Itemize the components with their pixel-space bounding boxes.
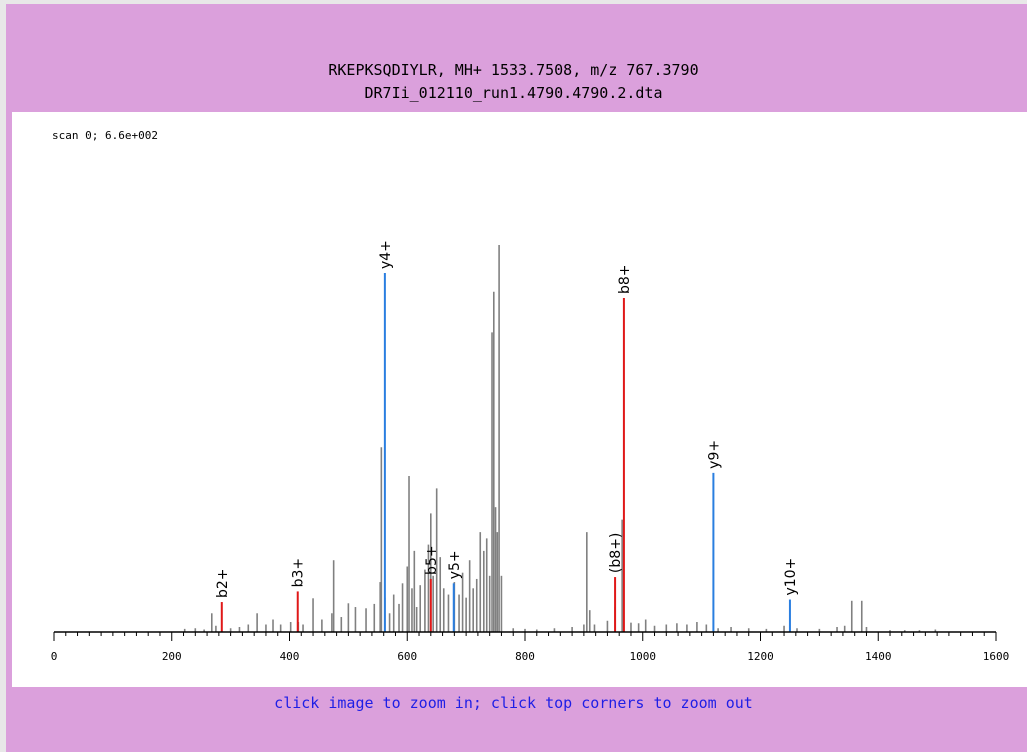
- x-tick-label: 200: [162, 650, 182, 663]
- peak-label: b3+: [291, 558, 307, 588]
- peak-label: b2+: [215, 569, 231, 599]
- x-tick-label: 0: [51, 650, 58, 663]
- x-tick-label: 1600: [983, 650, 1010, 663]
- peak-label: b8+: [617, 264, 633, 294]
- file-title: DR7Ii_012110_run1.4790.4790.2.dta: [364, 84, 663, 102]
- peak-label: y5+: [447, 550, 463, 579]
- x-tick-label: 1400: [865, 650, 892, 663]
- zoom-hint: click image to zoom in; click top corner…: [274, 694, 753, 712]
- peak-label: (b8+): [608, 533, 624, 573]
- x-tick-label: 800: [515, 650, 535, 663]
- x-tick-label: 400: [280, 650, 300, 663]
- peak-label: b5+: [424, 545, 440, 575]
- peak-label: y9+: [706, 440, 722, 469]
- x-tick-label: 1200: [747, 650, 774, 663]
- peak-label: y10+: [783, 558, 799, 596]
- peptide-title: RKEPKSQDIYLR, MH+ 1533.7508, m/z 767.379…: [328, 61, 699, 79]
- x-axis: 0 200 400 600 800 1000 1200 1400 1600: [51, 631, 1010, 663]
- x-tick-label: 1000: [630, 650, 657, 663]
- annotated-peaks-group: b2+ b3+ y4+ b5+ y5+ (b8+) b8+ y9+ y10+: [215, 240, 799, 632]
- background-peaks-group: [183, 244, 937, 632]
- spectrum-svg[interactable]: scan 0; 6.6e+002 b2+ b3+ y4+ b5+ y5+ (b8+) b8+…: [12, 112, 1027, 687]
- peak-label: y4+: [378, 240, 394, 269]
- spectrum-plot[interactable]: scan 0; 6.6e+002 b2+ b3+ y4+ b5+ y5+ (b8+) b8+…: [12, 112, 1027, 687]
- x-tick-label: 600: [397, 650, 417, 663]
- scan-label: scan 0; 6.6e+002: [52, 129, 158, 142]
